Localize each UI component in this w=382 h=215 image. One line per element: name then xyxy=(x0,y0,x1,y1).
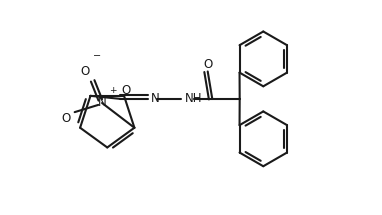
Text: O: O xyxy=(203,58,212,71)
Text: NH: NH xyxy=(185,92,202,105)
Text: N: N xyxy=(151,92,159,105)
Text: O: O xyxy=(80,65,89,78)
Text: O: O xyxy=(121,84,131,97)
Text: −: − xyxy=(93,51,102,61)
Text: O: O xyxy=(62,112,71,126)
Text: +: + xyxy=(109,86,117,95)
Text: N: N xyxy=(98,97,107,109)
